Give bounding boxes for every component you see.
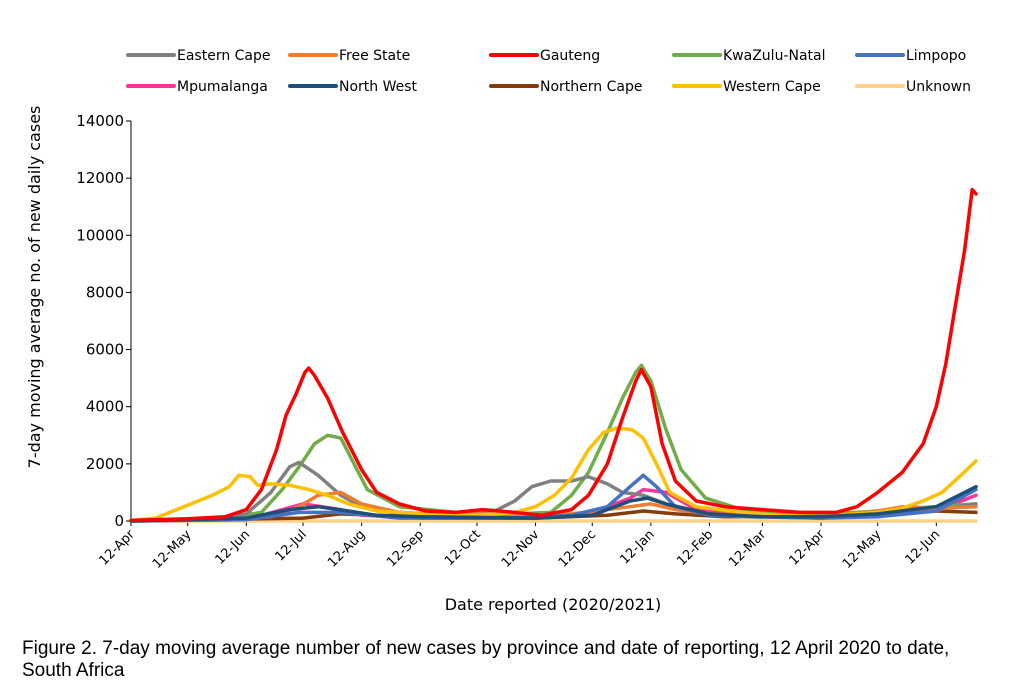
x-tick-label: 12-Apr (786, 527, 828, 569)
x-tick-label: 12-Jan (617, 527, 657, 567)
legend-label-western-cape: Western Cape (723, 79, 821, 95)
series-line-western-cape (129, 426, 978, 523)
legend: Eastern Cape Free State Gauteng KwaZulu-Nat… (126, 48, 971, 95)
legend-label-kwazulu-natal: KwaZulu-Natal (723, 48, 826, 64)
y-axis-title: 7-day moving average no. of new daily ca… (25, 106, 44, 469)
legend-label-northern-cape: Northern Cape (540, 79, 642, 95)
x-tick-label: 12-Oct (442, 527, 484, 569)
x-tick-label: 12-May (840, 527, 885, 572)
legend-label-mpumalanga: Mpumalanga (177, 79, 268, 95)
y-tick-label: 8000 (86, 283, 124, 301)
x-axis: 12-Apr 12-May 12-Jun 12-Jul 12-Aug 12-Sep 12-O… (97, 520, 976, 572)
x-tick-label: 12-Nov (499, 527, 543, 571)
y-tick-label: 2000 (86, 455, 124, 473)
x-tick-label: 12-Jul (273, 527, 310, 564)
y-tick-label: 4000 (86, 398, 124, 416)
figure-caption: Figure 2. 7-day moving average number of… (22, 638, 950, 681)
series-line-limpopo (129, 473, 978, 523)
series-line-gauteng (129, 187, 978, 523)
x-tick-label: 12-Apr (97, 527, 139, 569)
x-axis-title: Date reported (2020/2021) (445, 595, 662, 614)
x-tick-label: 12-Sep (384, 527, 427, 570)
x-tick-label: 12-Jun (213, 527, 254, 568)
x-tick-label: 12-Aug (325, 527, 368, 570)
y-tick-label: 10000 (76, 226, 124, 244)
y-axis: 0 2000 4000 6000 8000 10000 12000 14000 (76, 112, 132, 530)
legend-label-eastern-cape: Eastern Cape (177, 48, 271, 64)
y-tick-label: 0 (114, 512, 124, 530)
legend-label-free-state: Free State (339, 48, 410, 64)
y-tick-label: 14000 (76, 112, 124, 130)
x-tick-label: 12-Feb (674, 527, 716, 569)
series-line-kwazulu-natal (129, 363, 978, 523)
series-line-north-west (129, 484, 978, 523)
x-tick-label: 12-Jun (903, 527, 944, 568)
y-tick-label: 12000 (76, 169, 124, 187)
x-tick-label: 12-Dec (556, 527, 599, 570)
y-tick-label: 6000 (86, 341, 124, 359)
legend-label-north-west: North West (339, 79, 418, 95)
x-tick-label: 12-May (150, 527, 195, 572)
plot-area (129, 187, 978, 523)
legend-label-unknown: Unknown (906, 79, 971, 95)
legend-label-limpopo: Limpopo (906, 48, 966, 64)
x-tick-label: 12-Mar (726, 527, 769, 570)
legend-label-gauteng: Gauteng (540, 48, 600, 64)
